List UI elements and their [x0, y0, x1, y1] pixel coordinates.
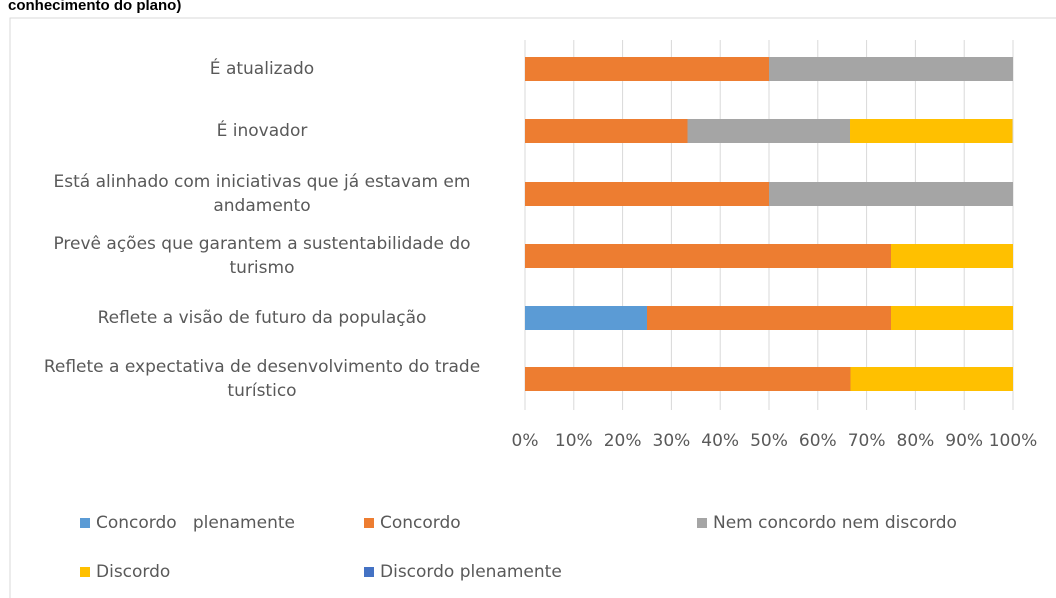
bar-segment — [525, 367, 851, 391]
bar-segment — [769, 57, 1013, 81]
legend-swatch — [80, 567, 90, 577]
y-tick-label: Está alinhado com iniciativas que já est… — [53, 172, 471, 216]
x-tick-label: 30% — [653, 431, 691, 451]
bar-segment — [850, 367, 1013, 391]
x-tick-label: 100% — [989, 431, 1038, 451]
x-tick-label: 90% — [945, 431, 983, 451]
bar-segment — [769, 182, 1013, 206]
x-tick-label: 20% — [604, 431, 642, 451]
legend-swatch — [697, 518, 707, 528]
chart-border — [9, 17, 1056, 598]
bar-segment — [891, 306, 1013, 330]
bar-segment — [891, 244, 1013, 268]
y-tick-label: Prevê ações que garantem a sustentabilid… — [53, 234, 471, 278]
y-tick-label: É atualizado — [209, 59, 315, 79]
y-tick-label: Reflete a visão de futuro da população — [97, 308, 427, 328]
x-tick-label: 80% — [897, 431, 935, 451]
bar-segment — [525, 182, 769, 206]
x-tick-label: 50% — [750, 431, 788, 451]
y-tick-label: Reflete a expectativa de desenvolvimento… — [43, 357, 481, 401]
legend-swatch — [364, 567, 374, 577]
legend-swatch — [80, 518, 90, 528]
bar-segment — [525, 306, 647, 330]
legend-label: Concordo plenamente — [96, 513, 295, 533]
x-tick-label: 60% — [799, 431, 837, 451]
bar-segment — [525, 244, 891, 268]
x-tick-label: 0% — [512, 431, 539, 451]
bar-segment — [525, 57, 769, 81]
x-tick-label: 10% — [555, 431, 593, 451]
bar-segment — [525, 119, 688, 143]
legend-label: Nem concordo nem discordo — [713, 513, 957, 533]
bar-segment — [647, 306, 891, 330]
x-tick-label: 40% — [701, 431, 739, 451]
legend-label: Concordo — [380, 513, 461, 533]
legend-label: Discordo plenamente — [380, 562, 562, 582]
legend-label: Discordo — [96, 562, 170, 582]
legend-swatch — [364, 518, 374, 528]
bar-segment — [850, 119, 1013, 143]
bar-segment — [687, 119, 851, 143]
chart-title: conhecimento do plano) — [8, 0, 181, 14]
x-tick-label: 70% — [848, 431, 886, 451]
y-tick-label: É inovador — [216, 121, 308, 141]
